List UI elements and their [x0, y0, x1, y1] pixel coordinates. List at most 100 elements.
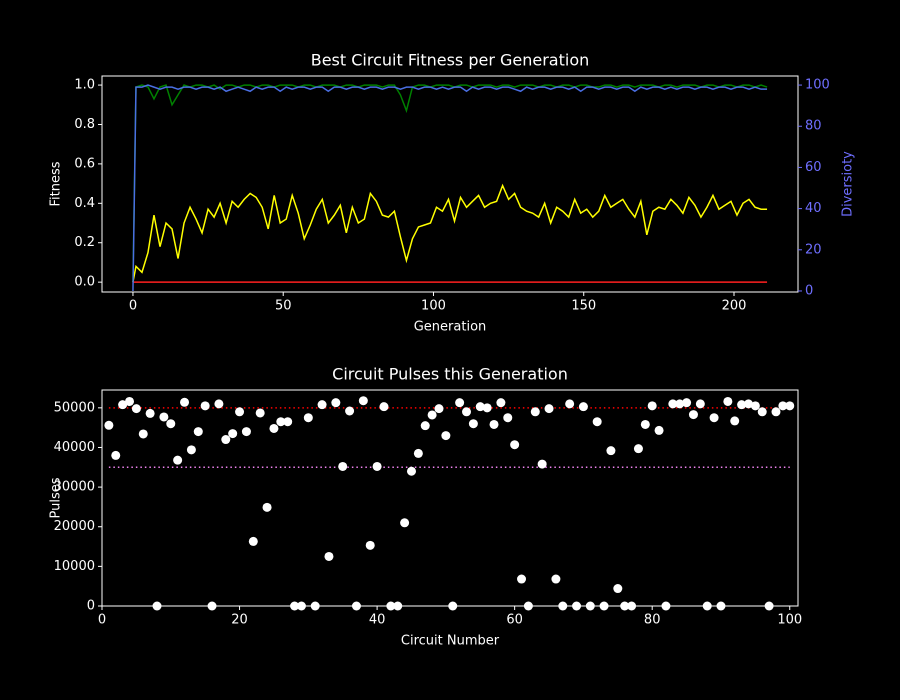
point [125, 396, 135, 406]
point [544, 404, 554, 414]
point [173, 455, 183, 465]
x-tick-label: 100 [777, 613, 802, 628]
y-tick-label: 0.0 [74, 275, 95, 290]
y-tick-label: 30000 [54, 480, 95, 495]
y2-tick-label: 60 [805, 160, 822, 175]
point [517, 574, 527, 584]
point [468, 419, 478, 429]
x-tick-label: 0 [129, 299, 137, 314]
point [221, 435, 231, 445]
point [186, 445, 196, 455]
point [345, 406, 355, 416]
point [723, 396, 733, 406]
y-tick-label: 20000 [54, 519, 95, 534]
point [757, 407, 767, 417]
x-tick-label: 40 [369, 613, 386, 628]
point [255, 408, 265, 418]
point [785, 401, 795, 411]
y-tick-label: 0.4 [74, 196, 95, 211]
point [462, 407, 472, 417]
y2-tick-label: 40 [805, 201, 822, 216]
point [688, 410, 698, 420]
point [235, 407, 245, 417]
y-tick-label: 0.6 [74, 156, 95, 171]
point [331, 398, 341, 408]
point [743, 399, 753, 409]
chart-title: Best Circuit Fitness per Generation [311, 51, 590, 70]
point [633, 444, 643, 454]
y2-tick-label: 80 [805, 119, 822, 134]
point [682, 398, 692, 408]
x-tick-label: 20 [231, 613, 248, 628]
point [214, 399, 224, 409]
point [730, 416, 740, 426]
point [317, 400, 327, 410]
point [420, 421, 430, 431]
point [104, 420, 114, 430]
series-line [132, 183, 768, 283]
point [606, 446, 616, 456]
y2-tick-label: 100 [805, 78, 830, 93]
x-tick-label: 150 [571, 299, 596, 314]
point [145, 408, 155, 418]
point [675, 399, 685, 409]
point [358, 396, 368, 406]
y-axis-label: Fitness [49, 161, 64, 206]
point [303, 413, 313, 423]
point [771, 407, 781, 417]
y-tick-label: 10000 [54, 559, 95, 574]
point [709, 413, 719, 423]
y-tick-label: 50000 [54, 400, 95, 415]
point [269, 423, 279, 433]
point [228, 429, 238, 439]
point [592, 417, 602, 427]
point [654, 425, 664, 435]
point [406, 466, 416, 476]
point [400, 518, 410, 528]
x-axis-label: Circuit Number [401, 634, 500, 649]
point [118, 400, 128, 410]
y-tick-label: 0.2 [74, 235, 95, 250]
point [750, 401, 760, 411]
point [496, 398, 506, 408]
point [668, 399, 678, 409]
point [413, 448, 423, 458]
point [510, 440, 520, 450]
point [578, 402, 588, 412]
y-tick-label: 40000 [54, 440, 95, 455]
point [338, 461, 348, 471]
point [131, 404, 141, 414]
x-tick-label: 60 [506, 613, 523, 628]
point [276, 417, 286, 427]
point [537, 459, 547, 469]
point [427, 410, 437, 420]
series-line [132, 84, 768, 283]
y2-tick-label: 0 [805, 283, 813, 298]
point [138, 429, 148, 439]
point [695, 399, 705, 409]
point [441, 431, 451, 441]
chart-title: Circuit Pulses this Generation [332, 365, 568, 384]
x-tick-label: 80 [644, 613, 661, 628]
point [166, 419, 176, 429]
point [489, 419, 499, 429]
point [241, 427, 251, 437]
point [475, 402, 485, 412]
point [159, 412, 169, 422]
series-line [132, 84, 768, 291]
point [503, 413, 513, 423]
point [455, 398, 465, 408]
point [434, 404, 444, 414]
point [482, 403, 492, 413]
axes-frame [101, 389, 799, 607]
point [324, 551, 334, 561]
y-tick-label: 1.0 [74, 78, 95, 93]
y2-tick-label: 20 [805, 242, 822, 257]
point [111, 450, 121, 460]
point [613, 584, 623, 594]
point [647, 401, 657, 411]
point [565, 399, 575, 409]
point [640, 419, 650, 429]
